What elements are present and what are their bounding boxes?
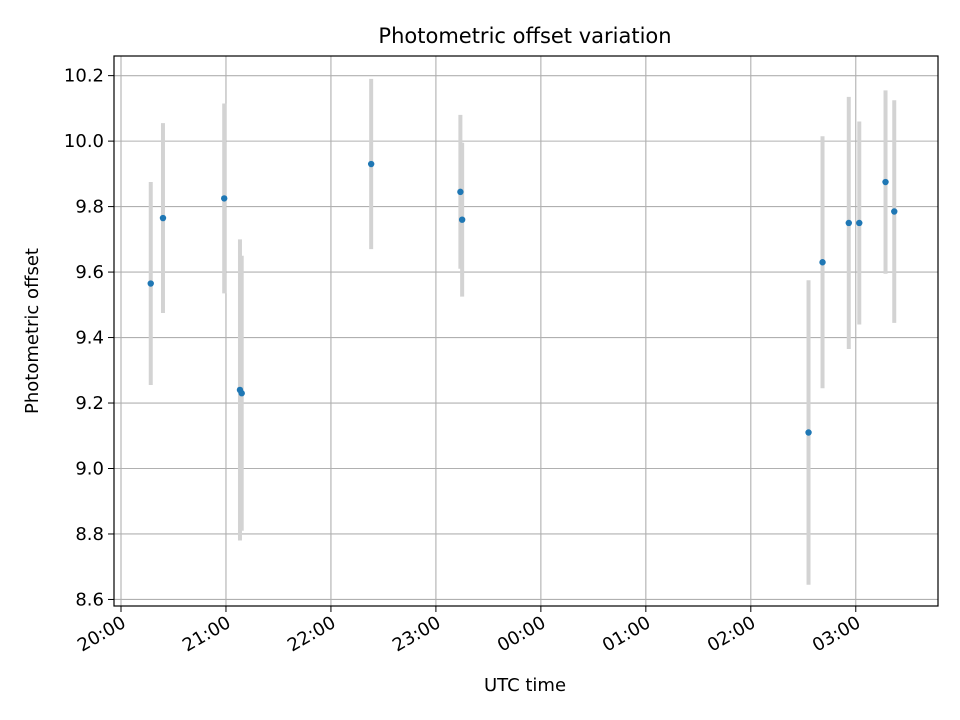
y-tick-label: 10.0 [64,131,104,152]
plot-frame [113,55,939,607]
data-point [819,259,826,266]
data-point [367,160,375,168]
y-tick-label: 9.6 [75,262,104,283]
x-tick-label: 22:00 [284,612,339,656]
point-layer [147,160,898,436]
grid-layer [114,56,938,606]
data-point [159,214,167,222]
x-tick-label: 23:00 [389,612,444,656]
data-point [891,208,898,215]
y-axis-label: Photometric offset [22,248,43,414]
data-point [845,219,852,227]
x-tick-label: 20:00 [74,612,129,656]
data-point [238,390,245,397]
y-tick-label: 10.2 [64,66,104,87]
x-axis-label: UTC time [484,675,566,696]
x-tick-label: 03:00 [809,612,864,656]
y-tick-label: 9.0 [75,459,104,480]
y-tick-label: 8.8 [75,524,104,545]
data-point [856,219,863,227]
x-tick-label: 01:00 [599,612,654,656]
x-tick-label: 21:00 [179,612,234,656]
data-point [147,280,154,287]
data-point [458,216,466,223]
chart-title: Photometric offset variation [378,24,671,48]
data-point [457,188,464,196]
y-tick-label: 9.4 [75,328,104,349]
x-tick-label: 00:00 [494,612,549,656]
y-tick-label: 8.6 [75,589,104,610]
y-tick-label: 9.2 [75,393,104,414]
x-tick-label: 02:00 [704,612,759,656]
data-point [882,178,889,186]
y-tick-label: 9.8 [75,197,104,218]
data-point [221,195,228,202]
errorbar-layer [148,78,897,585]
data-point [805,429,812,436]
